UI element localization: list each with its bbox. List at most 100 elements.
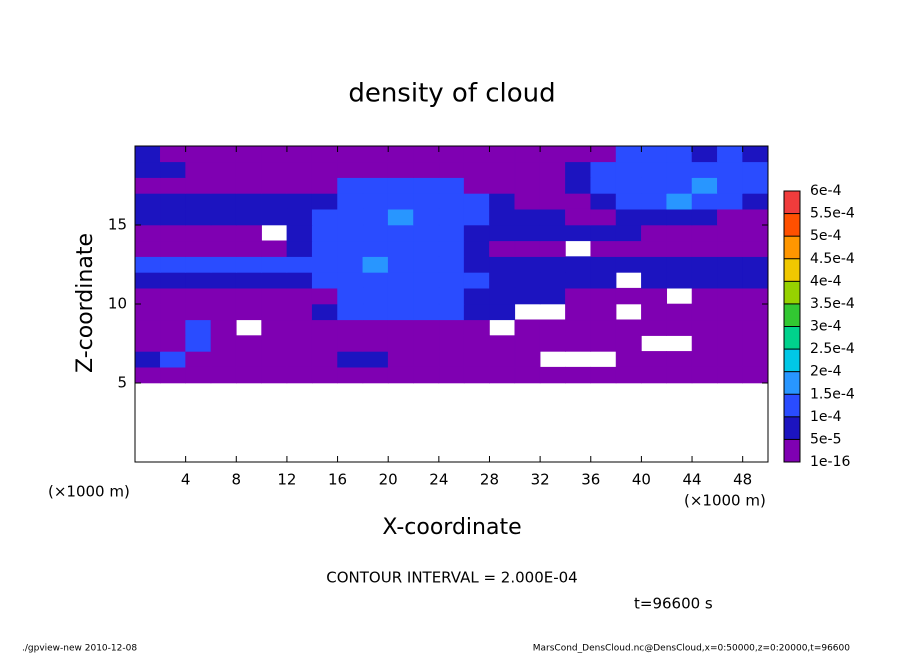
heatmap-cell bbox=[261, 177, 288, 194]
heatmap-cell bbox=[438, 224, 465, 242]
heatmap-cell bbox=[160, 287, 186, 305]
heatmap-cell bbox=[691, 193, 718, 210]
heatmap-cell bbox=[717, 208, 743, 226]
heatmap-cell bbox=[565, 335, 592, 352]
colorbar-label: 1.5e-4 bbox=[810, 386, 855, 402]
heatmap-cell bbox=[717, 161, 743, 178]
heatmap-cell bbox=[539, 193, 566, 210]
heatmap-cell bbox=[565, 303, 592, 321]
heatmap-cell bbox=[641, 224, 668, 242]
heatmap-cell bbox=[286, 145, 313, 163]
heatmap-cell bbox=[539, 366, 566, 384]
heatmap-cell bbox=[666, 256, 693, 273]
heatmap-cell bbox=[413, 351, 440, 368]
heatmap-cell bbox=[590, 366, 617, 384]
heatmap-cell bbox=[185, 287, 212, 305]
heatmap-cell bbox=[590, 240, 617, 257]
colorbar-band bbox=[784, 281, 800, 304]
heatmap-cell bbox=[666, 272, 693, 289]
footer-left: ./gpview-new 2010-12-08 bbox=[22, 644, 137, 654]
time-label: t=96600 s bbox=[634, 595, 713, 613]
heatmap-cell bbox=[539, 256, 566, 273]
heatmap-cell bbox=[337, 303, 364, 321]
colorbar-label: 5e-4 bbox=[810, 228, 842, 244]
heatmap-cell bbox=[337, 366, 364, 384]
heatmap-cell bbox=[235, 287, 262, 305]
heatmap-cell bbox=[565, 145, 592, 163]
colorbar-band bbox=[784, 416, 800, 440]
heatmap-cell bbox=[717, 177, 743, 194]
heatmap-cell bbox=[666, 319, 693, 336]
heatmap-cell bbox=[210, 193, 237, 210]
heatmap-cell bbox=[590, 224, 617, 242]
heatmap-cell bbox=[463, 208, 490, 226]
y-tick-label: 15 bbox=[108, 216, 127, 234]
heatmap-cell bbox=[337, 351, 364, 368]
heatmap-cell bbox=[261, 193, 288, 210]
footer-right: MarsCond_DensCloud.nc@DensCloud,x=0:5000… bbox=[533, 644, 850, 654]
heatmap-cell bbox=[489, 272, 516, 289]
heatmap-cell bbox=[286, 287, 313, 305]
heatmap-cell bbox=[590, 256, 617, 273]
heatmap-cell bbox=[717, 351, 743, 368]
heatmap-cell bbox=[337, 145, 364, 163]
heatmap-cell bbox=[717, 145, 743, 163]
heatmap-cell bbox=[641, 303, 668, 321]
heatmap-cell bbox=[691, 145, 718, 163]
heatmap-cell bbox=[539, 208, 566, 226]
heatmap-cell bbox=[489, 161, 516, 178]
heatmap-cell bbox=[514, 256, 541, 273]
heatmap-cell bbox=[539, 287, 566, 305]
heatmap-cell bbox=[311, 177, 338, 194]
heatmap-cell bbox=[387, 161, 414, 178]
heatmap-cell bbox=[413, 240, 440, 257]
heatmap-cell bbox=[362, 319, 389, 336]
heatmap-cell bbox=[160, 224, 186, 242]
heatmap-cell bbox=[311, 272, 338, 289]
heatmap-cell bbox=[311, 161, 338, 178]
heatmap-cell bbox=[413, 335, 440, 352]
heatmap-cell bbox=[413, 272, 440, 289]
heatmap-cell bbox=[185, 193, 212, 210]
heatmap-cell bbox=[489, 287, 516, 305]
heatmap-cell bbox=[514, 193, 541, 210]
heatmap-cell bbox=[210, 351, 237, 368]
heatmap-cell bbox=[235, 272, 262, 289]
heatmap-cell bbox=[210, 161, 237, 178]
heatmap-cell bbox=[362, 351, 389, 368]
x-tick-label: 4 bbox=[181, 471, 191, 489]
heatmap-cell bbox=[185, 272, 212, 289]
heatmap-cell bbox=[387, 303, 414, 321]
heatmap-cell bbox=[590, 208, 617, 226]
heatmap-cell bbox=[438, 193, 465, 210]
colorbar-label: 1e-4 bbox=[810, 409, 842, 425]
heatmap-cell bbox=[717, 240, 743, 257]
heatmap-cell bbox=[438, 161, 465, 178]
heatmap-cell bbox=[387, 145, 414, 163]
heatmap-cell bbox=[615, 319, 642, 336]
heatmap-cell bbox=[539, 319, 566, 336]
heatmap-cell bbox=[717, 303, 743, 321]
heatmap-cell bbox=[717, 335, 743, 352]
heatmap-cell bbox=[565, 366, 592, 384]
heatmap-cell bbox=[337, 256, 364, 273]
heatmap-cell bbox=[362, 335, 389, 352]
heatmap-cell bbox=[717, 366, 743, 384]
x-tick-label: 48 bbox=[733, 471, 752, 489]
heatmap-cell bbox=[134, 177, 161, 194]
heatmap-cell bbox=[742, 303, 769, 321]
colorbar-band bbox=[784, 371, 800, 395]
heatmap-cell bbox=[489, 256, 516, 273]
x-tick-label: 44 bbox=[682, 471, 701, 489]
heatmap-cell bbox=[134, 351, 161, 368]
heatmap-cell bbox=[691, 303, 718, 321]
heatmap-cell bbox=[463, 145, 490, 163]
heatmap-cell bbox=[261, 351, 288, 368]
heatmap-cell bbox=[337, 208, 364, 226]
heatmap-cell bbox=[261, 287, 288, 305]
colorbar-label: 2e-4 bbox=[810, 364, 842, 380]
heatmap-cell bbox=[235, 256, 262, 273]
heatmap-cell bbox=[539, 240, 566, 257]
heatmap-cell bbox=[742, 287, 769, 305]
heatmap-cell bbox=[185, 303, 212, 321]
